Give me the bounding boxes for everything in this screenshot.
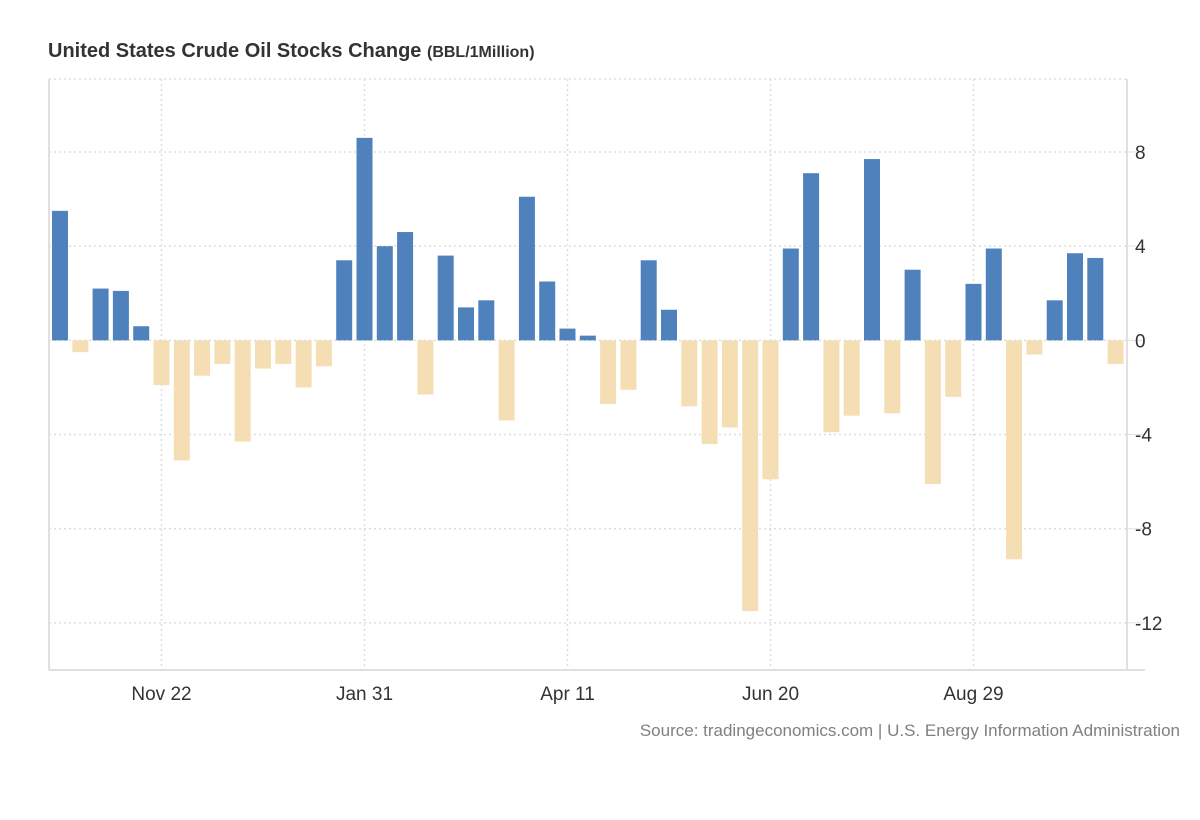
bar-positive [1067, 253, 1083, 341]
bar-negative [843, 340, 860, 416]
bar-positive [397, 232, 414, 341]
bar-negative [1006, 340, 1023, 560]
tick-labels: 8 4 0 -4 -8 -12 Nov 22 Jan 31 Apr 11 Jun 20 Aug 29 [131, 143, 1162, 705]
bar-negative [234, 340, 251, 442]
bar-positive [661, 309, 677, 341]
bar-negative [1107, 340, 1124, 364]
x-tick-label: Jun 20 [742, 684, 799, 705]
bar-positive [518, 196, 535, 341]
bar-positive [965, 283, 982, 341]
bar-negative [823, 340, 840, 433]
bar-negative [255, 340, 271, 369]
bar-negative [498, 340, 515, 421]
y-tick-label: -4 [1135, 426, 1152, 447]
bar-negative [762, 340, 779, 480]
y-tick-label: -8 [1135, 520, 1152, 541]
bar-negative [600, 340, 617, 404]
y-tick-label: 4 [1135, 237, 1146, 258]
bar-negative [620, 340, 637, 390]
x-tick-label: Aug 29 [943, 684, 1003, 705]
bar-negative [295, 340, 312, 388]
bar-positive [52, 210, 68, 341]
y-tick-label: 8 [1135, 143, 1146, 164]
grid-layer [49, 78, 1127, 670]
bar-negative [194, 340, 211, 376]
bar-negative [742, 340, 759, 612]
bar-positive [803, 173, 820, 341]
bar-positive [356, 137, 373, 341]
axes [48, 79, 1145, 671]
bar-negative [275, 340, 292, 364]
bar-negative [681, 340, 698, 407]
chart-title-text: United States Crude Oil Stocks Change [48, 40, 422, 62]
bar-negative [924, 340, 941, 484]
bar-positive [336, 260, 353, 341]
bars [52, 137, 1124, 612]
x-tick-label: Apr 11 [540, 684, 595, 705]
bar-negative [721, 340, 738, 428]
y-tick-label: 0 [1135, 331, 1146, 352]
y-tick-label: -12 [1135, 614, 1162, 635]
bar-positive [478, 300, 495, 341]
bar-positive [112, 290, 129, 341]
chart-unit: (BBL/1Million) [426, 44, 535, 61]
bar-positive [1087, 257, 1104, 341]
x-tick-label: Nov 22 [131, 684, 191, 705]
bar-negative [72, 340, 89, 353]
bar-positive [92, 288, 109, 341]
bar-positive [458, 307, 474, 341]
bar-positive [437, 255, 454, 341]
bar-negative [153, 340, 170, 386]
chart-title: United States Crude Oil Stocks Change (B… [48, 40, 535, 63]
bar-positive [376, 246, 393, 341]
bar-negative [884, 340, 901, 414]
bar-negative [1026, 340, 1043, 355]
bar-positive [985, 248, 1002, 341]
x-tick-label: Jan 31 [336, 684, 393, 705]
bar-positive [1046, 300, 1063, 341]
source-note: Source: tradingeconomics.com | U.S. Ener… [639, 721, 1180, 740]
bar-positive [782, 248, 799, 341]
bar-positive [133, 326, 150, 341]
bar-negative [945, 340, 962, 397]
bar-positive [864, 159, 880, 341]
bar-positive [559, 328, 576, 341]
bar-positive [579, 335, 596, 341]
bar-negative [701, 340, 718, 444]
bar-negative [173, 340, 190, 461]
bar-negative [214, 340, 231, 364]
bar-negative [417, 340, 434, 395]
bar-positive [640, 260, 657, 341]
bar-negative [315, 340, 332, 367]
bar-positive [539, 281, 556, 341]
bar-positive [904, 269, 921, 341]
